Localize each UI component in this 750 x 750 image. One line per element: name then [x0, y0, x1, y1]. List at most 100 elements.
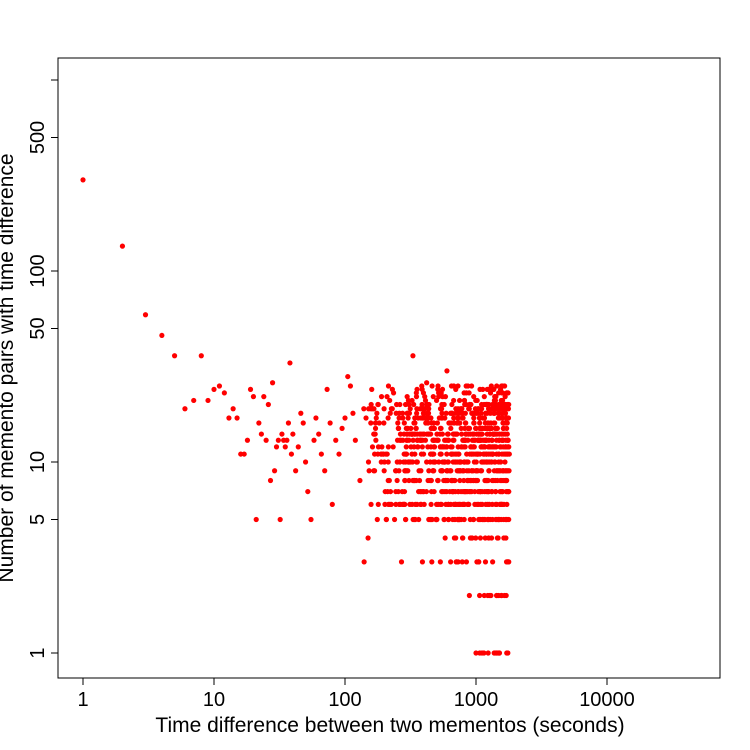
data-point [402, 516, 409, 523]
data-point [371, 406, 377, 412]
data-point [406, 477, 412, 484]
data-point [450, 437, 456, 443]
data-point [387, 397, 393, 404]
data-point [413, 394, 420, 400]
data-point [230, 406, 236, 412]
data-point [497, 501, 503, 507]
data-point [371, 468, 377, 474]
data-point [488, 488, 495, 495]
data-point [463, 401, 469, 408]
data-point [284, 437, 290, 443]
data-point [482, 437, 488, 443]
data-point [395, 488, 401, 495]
data-point [429, 420, 435, 426]
data-point [256, 420, 262, 426]
data-point [503, 401, 509, 408]
data-point [376, 420, 382, 426]
data-point [404, 394, 410, 400]
data-point [293, 468, 299, 474]
data-point [471, 420, 477, 426]
data-point [451, 415, 457, 421]
data-point [449, 410, 455, 416]
data-point [435, 437, 441, 443]
data-point [453, 406, 459, 412]
data-point [436, 415, 442, 421]
data-point [447, 468, 453, 474]
data-point [415, 444, 421, 450]
data-point [503, 477, 510, 484]
data-point [420, 451, 427, 457]
data-point [448, 559, 454, 565]
data-point [479, 401, 485, 408]
data-point [443, 410, 449, 416]
y-tick-label: 50 [27, 317, 49, 339]
data-point [401, 488, 408, 495]
data-point [455, 444, 461, 450]
data-point [333, 437, 339, 443]
data-point [406, 459, 412, 465]
data-point [288, 451, 295, 457]
data-point [487, 431, 493, 437]
data-point [308, 516, 314, 523]
data-point [191, 397, 197, 404]
x-tick-label: 100 [328, 689, 361, 711]
data-point [445, 459, 451, 465]
data-point [342, 415, 348, 421]
data-point [385, 501, 392, 507]
data-point [345, 373, 351, 380]
data-point [357, 477, 363, 484]
data-point [492, 477, 498, 484]
data-point [350, 410, 356, 416]
data-point [478, 437, 484, 443]
data-point [439, 386, 446, 392]
data-point [446, 516, 452, 523]
data-point [427, 451, 434, 457]
data-point [402, 468, 408, 474]
data-point [477, 516, 484, 523]
data-point [412, 420, 418, 426]
data-point [378, 394, 385, 400]
data-point [398, 559, 405, 565]
data-point [481, 394, 487, 400]
data-point [434, 420, 441, 426]
data-point [414, 459, 420, 465]
data-point [420, 415, 426, 421]
data-point [506, 451, 512, 457]
data-point [482, 559, 489, 565]
data-point [469, 535, 475, 541]
data-point [404, 410, 411, 416]
data-point [397, 459, 403, 465]
data-point [372, 425, 379, 431]
data-point [433, 516, 439, 523]
data-point [433, 397, 440, 404]
data-point [368, 401, 374, 408]
data-point [234, 415, 240, 421]
y-tick-label: 100 [27, 254, 49, 287]
data-point [485, 420, 492, 426]
data-point [463, 431, 469, 437]
data-point [496, 650, 503, 656]
data-point [374, 516, 380, 523]
data-point [322, 468, 328, 474]
data-point [390, 390, 397, 396]
data-point [461, 501, 468, 507]
data-point [287, 360, 293, 366]
data-point [461, 390, 467, 396]
data-point [423, 420, 429, 426]
data-point [456, 459, 462, 465]
data-point [385, 415, 391, 421]
data-point [419, 444, 425, 450]
data-point [451, 535, 458, 541]
data-point [395, 425, 402, 431]
data-point [437, 559, 443, 565]
data-point [271, 468, 278, 474]
data-point [439, 401, 445, 408]
data-point [459, 559, 465, 565]
data-point [472, 501, 478, 507]
data-point [437, 425, 444, 431]
data-point [421, 501, 427, 507]
data-point [504, 650, 510, 656]
data-point [347, 383, 354, 389]
data-point [500, 425, 506, 431]
data-point [385, 459, 391, 465]
